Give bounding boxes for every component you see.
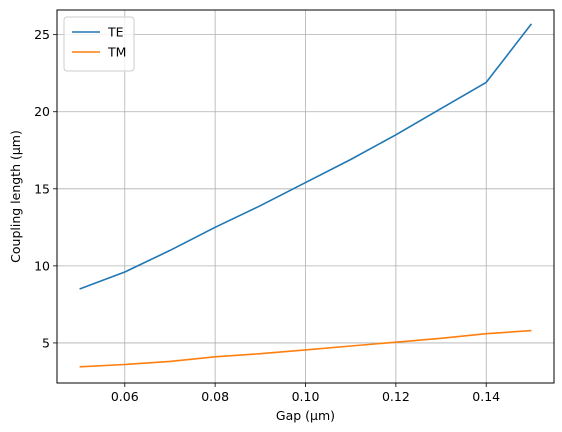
x-axis-label: Gap (µm) — [276, 408, 335, 423]
x-tick-label: 0.06 — [111, 389, 139, 404]
y-axis-label: Coupling length (µm) — [8, 130, 23, 263]
y-tick-label: 25 — [34, 27, 50, 42]
legend: TE TM — [63, 16, 135, 72]
y-tick-label: 10 — [34, 258, 50, 273]
series-line-te — [79, 23, 533, 290]
x-tick-label: 0.08 — [201, 389, 229, 404]
y-tick-label: 15 — [34, 181, 50, 196]
grid — [57, 10, 554, 383]
x-tick-label: 0.12 — [382, 389, 410, 404]
y-ticks: 5 10 15 20 25 — [34, 27, 57, 350]
series-line-tm — [79, 329, 532, 368]
x-tick-label: 0.10 — [292, 389, 320, 404]
legend-label-tm: TM — [107, 45, 126, 60]
legend-box — [63, 16, 135, 72]
y-tick-label: 5 — [42, 335, 50, 350]
series-lines — [79, 23, 533, 368]
y-tick-label: 20 — [34, 104, 50, 119]
x-ticks: 0.06 0.08 0.10 0.12 0.14 — [111, 383, 500, 404]
x-tick-label: 0.14 — [472, 389, 500, 404]
legend-label-te: TE — [107, 25, 124, 40]
